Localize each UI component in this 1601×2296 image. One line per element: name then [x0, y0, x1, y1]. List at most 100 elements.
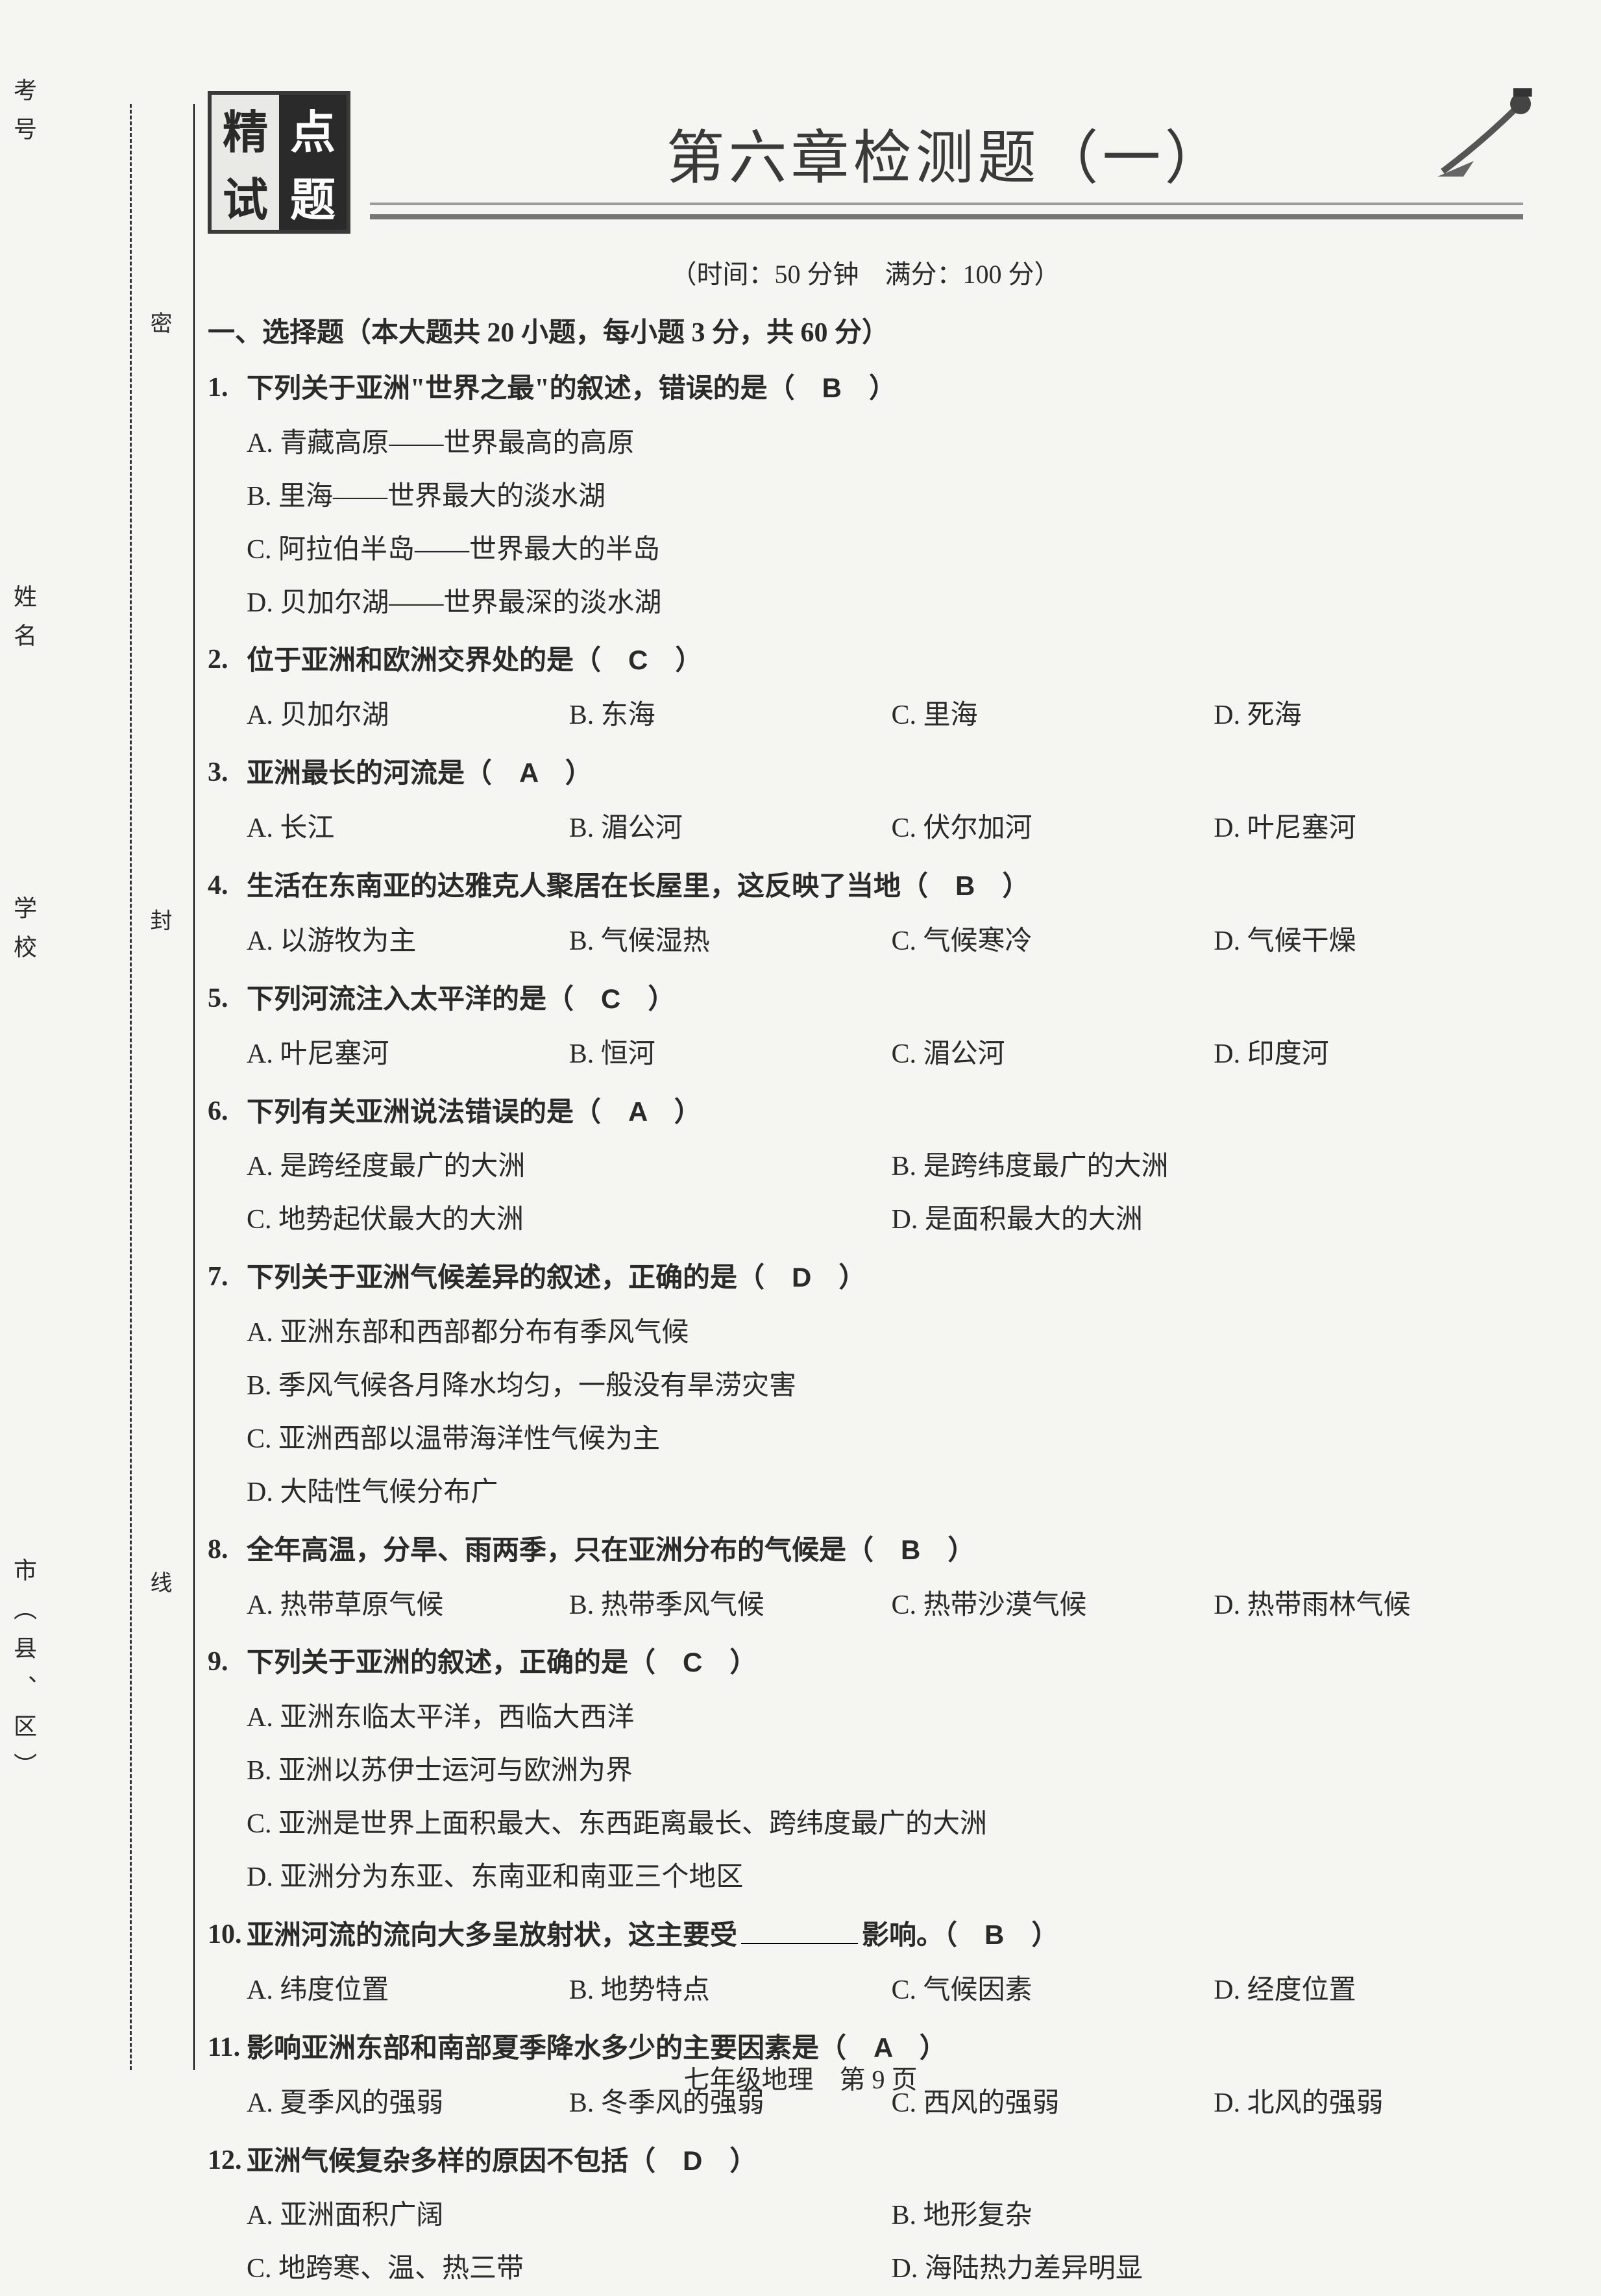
question-number: 10. — [208, 1908, 242, 1962]
title-rule — [370, 214, 1523, 219]
question-item: 5. 下列河流注入太平洋的是（ C ） A. 叶尼塞河B. 恒河C. 湄公河D. 印… — [208, 972, 1523, 1081]
option: A. 亚洲东临太平洋，西临大西洋 — [247, 1692, 1523, 1745]
option: A. 青藏高原——世界最高的高原 — [247, 417, 1523, 471]
option: D. 气候干燥 — [1214, 915, 1523, 969]
stem-tail: ） — [869, 374, 896, 404]
question-list: 1.下列关于亚洲"世界之最"的叙述，错误的是（ B ）A. 青藏高原——世界最高… — [208, 362, 1523, 2296]
section-1-head: 一、选择题（本大题共 20 小题，每小题 3 分，共 60 分） — [208, 310, 1523, 350]
question-number: 3. — [208, 747, 228, 800]
options: A. 叶尼塞河B. 恒河C. 湄公河D. 印度河 — [247, 1028, 1523, 1081]
option: B. 里海——世界最大的淡水湖 — [247, 471, 1523, 524]
stem-text: 位于亚洲和欧洲交界处的是（ — [247, 646, 601, 676]
option: B. 是跨纬度最广的大洲 — [892, 1141, 1524, 1194]
option: A. 贝加尔湖 — [247, 689, 556, 743]
option: B. 季风气候各月降水均匀，一般没有旱涝灾害 — [247, 1360, 1523, 1413]
stem-tail: ） — [1031, 1921, 1058, 1951]
options: A. 亚洲东部和西部都分布有季风气候B. 季风气候各月降水均匀，一般没有旱涝灾害… — [247, 1307, 1523, 1520]
option: B. 东海 — [569, 689, 879, 743]
option: D. 热带雨林气候 — [1214, 1579, 1523, 1633]
answer-key: A — [601, 1096, 674, 1127]
answer-key: B — [874, 1535, 947, 1565]
option: D. 印度河 — [1214, 1028, 1523, 1081]
option: A. 是跨经度最广的大洲 — [247, 1141, 879, 1194]
options: A. 热带草原气候B. 热带季风气候C. 热带沙漠气候D. 热带雨林气候 — [247, 1579, 1523, 1633]
question-number: 9. — [208, 1636, 228, 1689]
option: A. 叶尼塞河 — [247, 1028, 556, 1081]
question-stem: 下列关于亚洲"世界之最"的叙述，错误的是（ B ） — [247, 374, 896, 404]
corner-figure-icon — [1432, 78, 1536, 182]
stem-pre: 亚洲河流的流向大多呈放射状，这主要受 — [247, 1921, 737, 1951]
option: C. 里海 — [892, 689, 1201, 743]
option: B. 热带季风气候 — [569, 1579, 879, 1633]
question-number: 8. — [208, 1524, 228, 1577]
question-stem: 亚洲河流的流向大多呈放射状，这主要受 影响。（ B ） — [247, 1921, 1058, 1951]
answer-key: A — [492, 758, 565, 788]
option: A. 亚洲东部和西部都分布有季风气候 — [247, 1307, 1523, 1360]
question-number: 5. — [208, 972, 228, 1026]
question-number: 2. — [208, 634, 228, 687]
option: B. 湄公河 — [569, 802, 879, 856]
question-item: 9. 下列关于亚洲的叙述，正确的是（ C ） A. 亚洲东临太平洋，西临大西洋B. … — [208, 1636, 1523, 1904]
logo-box: 精 点 试 题 — [208, 91, 350, 234]
option: C. 热带沙漠气候 — [892, 1579, 1201, 1633]
question-item: 3. 亚洲最长的河流是（ A ） A. 长江B. 湄公河C. 伏尔加河D. 叶尼塞河 — [208, 747, 1523, 856]
option: A. 以游牧为主 — [247, 915, 556, 969]
title-wrap: 第六章检测题（一） — [370, 91, 1523, 219]
stem-text: 下列关于亚洲的叙述，正确的是（ — [247, 1648, 655, 1678]
answer-key: B — [957, 1920, 1031, 1950]
options: A. 长江B. 湄公河C. 伏尔加河D. 叶尼塞河 — [247, 802, 1523, 856]
stem-tail: ） — [729, 1648, 757, 1678]
stem-text: 生活在东南亚的达雅克人聚居在长屋里，这反映了当地（ — [247, 872, 928, 902]
question-stem: 全年高温，分旱、雨两季，只在亚洲分布的气候是（ B ） — [247, 1536, 975, 1566]
question-item: 2. 位于亚洲和欧洲交界处的是（ C ） A. 贝加尔湖B. 东海C. 里海D. 死… — [208, 634, 1523, 743]
option: B. 地势特点 — [569, 1964, 879, 2018]
options: A. 亚洲东临太平洋，西临大西洋B. 亚洲以苏伊士运河与欧洲为界C. 亚洲是世界… — [247, 1692, 1523, 1905]
stem-text: 全年高温，分旱、雨两季，只在亚洲分布的气候是（ — [247, 1536, 874, 1566]
option: D. 叶尼塞河 — [1214, 802, 1523, 856]
question-item: 7.下列关于亚洲气候差异的叙述，正确的是（ D ）A. 亚洲东部和西部都分布有季… — [208, 1251, 1523, 1519]
option: C. 亚洲是世界上面积最大、东西距离最长、跨纬度最广的大洲 — [247, 1798, 1523, 1851]
option: C. 亚洲西部以温带海洋性气候为主 — [247, 1413, 1523, 1466]
question-stem: 下列河流注入太平洋的是（ C ） — [247, 985, 675, 1015]
option: D. 是面积最大的大洲 — [892, 1194, 1524, 1247]
stem-text: 亚洲气候复杂多样的原因不包括（ — [247, 2147, 655, 2177]
answer-key: D — [764, 1262, 838, 1292]
options: A. 贝加尔湖B. 东海C. 里海D. 死海 — [247, 689, 1523, 743]
option: C. 气候因素 — [892, 1964, 1201, 2018]
question-stem: 位于亚洲和欧洲交界处的是（ C ） — [247, 646, 702, 676]
stem-text: 亚洲最长的河流是（ — [247, 759, 492, 789]
option: B. 亚洲以苏伊士运河与欧洲为界 — [247, 1745, 1523, 1798]
stem-post: 影响。（ — [862, 1921, 957, 1951]
option: D. 亚洲分为东亚、东南亚和南亚三个地区 — [247, 1851, 1523, 1905]
answer-key: D — [655, 2145, 729, 2176]
question-stem: 下列有关亚洲说法错误的是（ A ） — [247, 1098, 702, 1128]
stem-tail: ） — [947, 1536, 975, 1566]
question-stem: 下列关于亚洲气候差异的叙述，正确的是（ D ） — [247, 1263, 866, 1293]
question-item: 1.下列关于亚洲"世界之最"的叙述，错误的是（ B ）A. 青藏高原——世界最高… — [208, 362, 1523, 630]
options: A. 青藏高原——世界最高的高原B. 里海——世界最大的淡水湖C. 阿拉伯半岛—… — [247, 417, 1523, 630]
question-item: 4.生活在东南亚的达雅克人聚居在长屋里，这反映了当地（ B ）A. 以游牧为主B… — [208, 859, 1523, 969]
question-stem: 生活在东南亚的达雅克人聚居在长屋里，这反映了当地（ B ） — [247, 872, 1029, 902]
option: D. 海陆热力差异明显 — [892, 2243, 1524, 2296]
fill-blank — [741, 1917, 858, 1944]
page-title: 第六章检测题（一） — [370, 110, 1523, 195]
option: C. 伏尔加河 — [892, 802, 1201, 856]
option: C. 阿拉伯半岛——世界最大的半岛 — [247, 524, 1523, 577]
stem-tail: ） — [648, 985, 675, 1015]
options: A. 纬度位置B. 地势特点C. 气候因素D. 经度位置 — [247, 1964, 1523, 2018]
answer-key: C — [655, 1647, 729, 1677]
question-number: 4. — [208, 859, 228, 913]
option: D. 死海 — [1214, 689, 1523, 743]
question-stem: 亚洲最长的河流是（ A ） — [247, 759, 593, 789]
option: C. 地势起伏最大的大洲 — [247, 1194, 879, 1247]
option: B. 恒河 — [569, 1028, 879, 1081]
stem-tail: ） — [838, 1263, 866, 1293]
option: A. 亚洲面积广阔 — [247, 2190, 879, 2243]
page: 精 点 试 题 第六章检测题（一） （时间：50 分钟 满分：100 分） 一、… — [0, 0, 1601, 2148]
logo-cell-2: 试 — [212, 162, 279, 230]
option: D. 大陆性气候分布广 — [247, 1466, 1523, 1520]
question-stem: 亚洲气候复杂多样的原因不包括（ D ） — [247, 2147, 757, 2177]
option: A. 热带草原气候 — [247, 1579, 556, 1633]
answer-key: C — [574, 983, 648, 1014]
logo-cell-3: 题 — [279, 162, 347, 230]
